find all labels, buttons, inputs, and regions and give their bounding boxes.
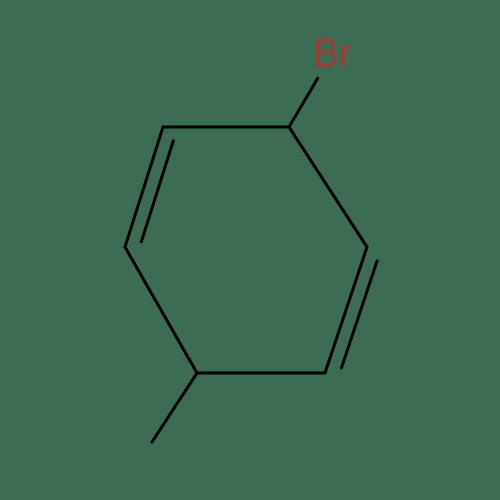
atom-label-br: Br bbox=[312, 32, 352, 77]
molecule-diagram: Br bbox=[0, 0, 500, 500]
molecule-bonds bbox=[0, 0, 500, 500]
